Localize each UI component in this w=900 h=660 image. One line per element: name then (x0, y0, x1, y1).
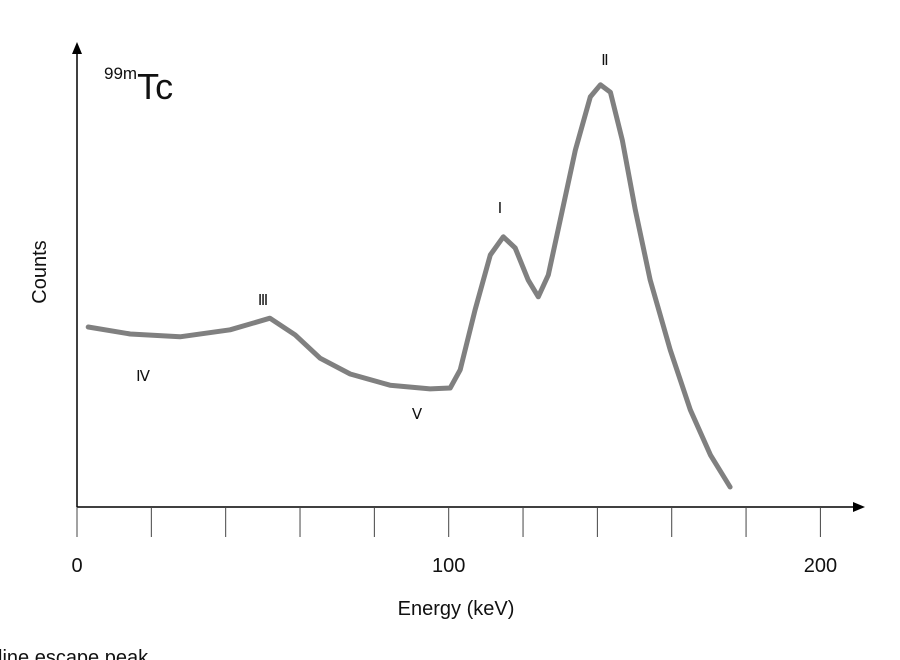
spectrum-line (85, 82, 733, 490)
x-axis-label: Energy (keV) (398, 598, 515, 620)
peak-annotation: Ⅱ (601, 53, 608, 69)
peak-annotation: Ⅲ (258, 293, 268, 309)
peak-annotation: Ⅴ (412, 407, 423, 423)
title-superscript: 99m (104, 64, 137, 83)
y-axis-arrow (72, 42, 82, 54)
x-tick-label: 200 (804, 555, 837, 577)
peak-annotation: Ⅰ (498, 201, 502, 217)
chart-title: 99mTc (104, 64, 173, 107)
y-axis-label: Counts (29, 240, 51, 303)
x-tick-label: 100 (432, 555, 465, 577)
title-main: Tc (137, 66, 173, 107)
peak-annotation: Ⅳ (136, 369, 150, 385)
caption: line escape peak (0, 647, 149, 660)
x-tick-label: 0 (71, 555, 82, 577)
x-axis-arrow (853, 502, 865, 512)
